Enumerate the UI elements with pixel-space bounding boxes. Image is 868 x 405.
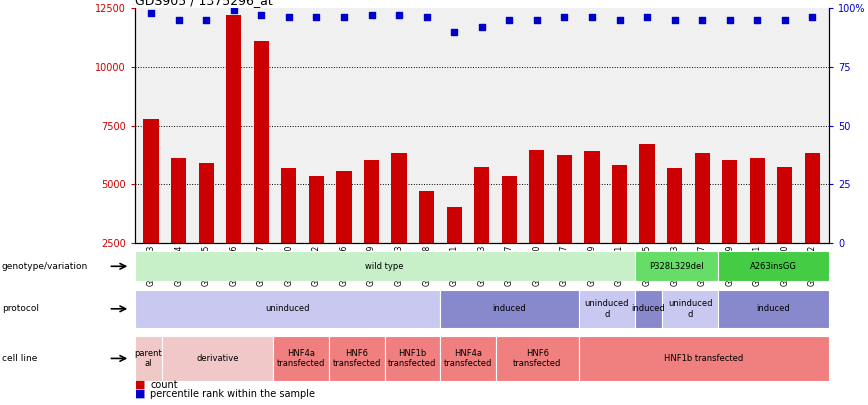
Text: uninduced
d: uninduced d — [667, 299, 713, 318]
Text: protocol: protocol — [2, 304, 39, 313]
Bar — [391, 153, 406, 302]
Bar — [667, 168, 682, 302]
Bar — [329, 336, 385, 381]
Point — [365, 12, 378, 18]
Point — [420, 14, 434, 21]
Text: ■: ■ — [135, 379, 145, 390]
Point — [806, 14, 819, 21]
Text: HNF6
transfected: HNF6 transfected — [332, 349, 381, 368]
Bar — [718, 251, 829, 281]
Text: derivative: derivative — [197, 354, 239, 363]
Point — [503, 17, 516, 23]
Text: induced: induced — [493, 304, 526, 313]
Bar — [440, 336, 496, 381]
Text: parent
al: parent al — [135, 349, 162, 368]
Point — [447, 28, 461, 35]
Text: HNF6
transfected: HNF6 transfected — [513, 349, 562, 368]
Bar — [777, 167, 792, 302]
Bar — [612, 166, 627, 302]
Bar — [135, 251, 635, 281]
Point — [723, 17, 737, 23]
Bar — [579, 290, 635, 328]
Bar — [199, 163, 214, 302]
Text: GDS905 / 1375296_at: GDS905 / 1375296_at — [135, 0, 273, 7]
Bar — [162, 336, 273, 381]
Bar — [640, 144, 654, 302]
Point — [640, 14, 654, 21]
Point — [585, 14, 599, 21]
Text: P328L329del: P328L329del — [649, 262, 703, 271]
Bar — [440, 290, 579, 328]
Bar — [273, 336, 329, 381]
Point — [392, 12, 406, 18]
Point — [337, 14, 351, 21]
Bar — [496, 336, 579, 381]
Point — [529, 17, 543, 23]
Bar — [722, 160, 737, 302]
Point — [200, 17, 214, 23]
Bar — [750, 158, 765, 302]
Text: induced: induced — [757, 304, 790, 313]
Point — [282, 14, 296, 21]
Text: HNF4a
transfected: HNF4a transfected — [277, 349, 326, 368]
Text: genotype/variation: genotype/variation — [2, 262, 88, 271]
Bar — [419, 191, 434, 302]
Point — [227, 7, 240, 14]
Bar — [805, 153, 820, 302]
Text: wild type: wild type — [365, 262, 404, 271]
Bar — [502, 176, 516, 302]
Point — [557, 14, 571, 21]
Bar — [474, 167, 490, 302]
Point — [475, 23, 489, 30]
Bar — [584, 151, 600, 302]
Text: uninduced: uninduced — [265, 304, 310, 313]
Text: ■: ■ — [135, 389, 145, 399]
Bar — [718, 290, 829, 328]
Text: count: count — [150, 379, 178, 390]
Bar — [635, 251, 718, 281]
Bar — [529, 150, 544, 302]
Text: uninduced
d: uninduced d — [584, 299, 629, 318]
Bar — [364, 160, 379, 302]
Point — [667, 17, 681, 23]
Bar — [253, 41, 269, 302]
Text: HNF4a
transfected: HNF4a transfected — [444, 349, 492, 368]
Point — [778, 17, 792, 23]
Bar — [337, 171, 352, 302]
Point — [613, 17, 627, 23]
Bar — [143, 119, 159, 302]
Bar — [135, 336, 162, 381]
Bar — [635, 290, 662, 328]
Point — [254, 12, 268, 18]
Bar — [579, 336, 829, 381]
Bar — [227, 15, 241, 302]
Text: induced: induced — [632, 304, 665, 313]
Text: HNF1b
transfected: HNF1b transfected — [388, 349, 437, 368]
Text: HNF1b transfected: HNF1b transfected — [664, 354, 744, 363]
Bar — [385, 336, 440, 381]
Text: A263insGG: A263insGG — [750, 262, 797, 271]
Bar — [309, 176, 324, 302]
Point — [144, 10, 158, 16]
Bar — [662, 290, 718, 328]
Bar — [135, 290, 440, 328]
Text: percentile rank within the sample: percentile rank within the sample — [150, 389, 315, 399]
Bar — [557, 155, 572, 302]
Point — [695, 17, 709, 23]
Point — [310, 14, 324, 21]
Point — [750, 17, 764, 23]
Bar — [281, 168, 297, 302]
Text: cell line: cell line — [2, 354, 37, 363]
Point — [172, 17, 186, 23]
Bar — [171, 158, 187, 302]
Bar — [694, 153, 710, 302]
Bar — [447, 207, 462, 302]
